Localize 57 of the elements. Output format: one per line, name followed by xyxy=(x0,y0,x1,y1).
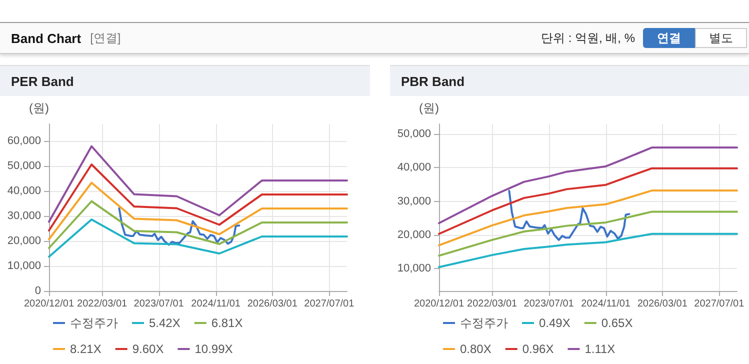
legend-label: 수정주가 xyxy=(70,316,118,330)
x-tick-label: 2024/11/01 xyxy=(581,298,631,310)
x-tick-label: 2022/03/01 xyxy=(77,298,128,310)
y-tick-label: 30,000 xyxy=(7,210,41,222)
y-tick-label: 10,000 xyxy=(397,262,431,274)
legend-label: 6.81X xyxy=(211,316,243,330)
chart-title: PBR Band xyxy=(390,65,749,96)
legend-label: 0.49X xyxy=(539,316,570,330)
x-tick-label: 2022/03/01 xyxy=(467,298,518,310)
x-tick-label: 2023/07/01 xyxy=(524,298,574,310)
line-series xyxy=(438,190,738,246)
y-tick-label: 20,000 xyxy=(7,235,41,247)
legend-label: 5.42X xyxy=(149,316,180,330)
legend-label: 9.60X xyxy=(132,342,164,356)
legend-label: 수정주가 xyxy=(460,316,508,330)
x-tick-label: 2020/12/01 xyxy=(24,298,74,310)
text: Band Chart xyxy=(11,30,82,46)
line-series xyxy=(438,146,738,224)
text: 단위 : 억원, 배, % xyxy=(540,30,635,46)
y-tick-label: 60,000 xyxy=(7,135,41,147)
line-series xyxy=(118,207,240,246)
legend-label: 1.11X xyxy=(584,342,616,356)
x-tick-label: 2026/03/01 xyxy=(637,298,688,310)
line-series xyxy=(508,190,630,241)
y-tick-label: 50,000 xyxy=(7,160,41,172)
y-axis-title: (원) xyxy=(419,101,439,115)
x-tick-label: 2027/07/01 xyxy=(694,298,745,310)
text: [연결] xyxy=(90,30,121,46)
line-series xyxy=(438,232,738,268)
legend-label: 0.65X xyxy=(601,316,633,330)
line-series xyxy=(48,200,348,249)
y-axis-title: (원) xyxy=(29,101,49,115)
line-series xyxy=(48,218,348,258)
y-tick-label: 40,000 xyxy=(7,185,41,197)
legend-label: 10.99X xyxy=(194,342,233,356)
y-tick-label: 20,000 xyxy=(397,228,431,241)
x-tick-label: 2023/07/01 xyxy=(134,298,184,310)
line-series xyxy=(438,210,738,257)
x-tick-label: 2027/07/01 xyxy=(304,298,355,310)
legend-label: 0.96X xyxy=(522,342,554,356)
line-series xyxy=(48,182,348,240)
text: 별도 xyxy=(695,28,747,48)
x-tick-label: 2020/12/01 xyxy=(414,298,464,310)
legend-label: 8.21X xyxy=(70,342,102,356)
text: 연결 xyxy=(643,28,695,48)
y-tick-label: 0 xyxy=(34,285,41,297)
x-tick-label: 2024/11/01 xyxy=(191,298,241,310)
line-series xyxy=(48,164,348,232)
legend-label: 0.80X xyxy=(460,342,492,356)
y-tick-label: 50,000 xyxy=(397,128,431,140)
x-tick-label: 2026/03/01 xyxy=(247,298,298,310)
chart-title: PER Band xyxy=(0,65,370,96)
line-series xyxy=(48,145,348,223)
line-series xyxy=(438,167,738,235)
y-tick-label: 30,000 xyxy=(397,195,431,208)
y-tick-label: 40,000 xyxy=(397,162,431,174)
y-tick-label: 10,000 xyxy=(7,260,41,272)
